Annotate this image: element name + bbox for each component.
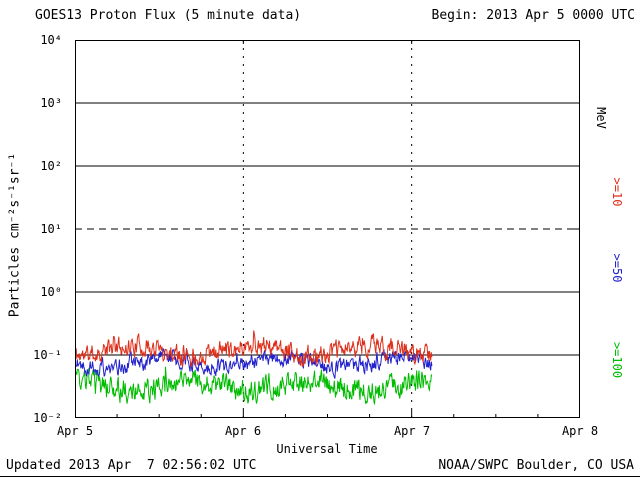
series-label-ge10: >=10 [610, 177, 624, 207]
y-tick-label: 10⁴ [40, 33, 62, 47]
proton-flux-chart [75, 40, 580, 418]
series-label-ge100: >=100 [610, 341, 624, 379]
chart-title: GOES13 Proton Flux (5 minute data) [35, 8, 302, 23]
x-axis-label: Universal Time [276, 442, 378, 456]
source-attribution: NOAA/SWPC Boulder, CO USA [438, 458, 634, 473]
x-tick-label: Apr 5 [56, 424, 94, 438]
y-tick-label: 10⁰ [40, 285, 62, 299]
y-tick-label: 10¹ [40, 222, 62, 236]
bottom-border-line [0, 476, 640, 477]
x-tick-label: Apr 6 [224, 424, 262, 438]
y-tick-label: 10⁻² [33, 411, 62, 425]
right-axis-unit-label: MeV [594, 107, 608, 129]
x-tick-label: Apr 7 [393, 424, 431, 438]
y-tick-label: 10² [40, 159, 62, 173]
y-axis-label: Particles cm⁻²s⁻¹sr⁻¹ [7, 152, 23, 318]
updated-timestamp: Updated 2013 Apr 7 02:56:02 UTC [6, 458, 257, 473]
series-label-ge50: >=50 [610, 253, 624, 283]
begin-timestamp-label: Begin: 2013 Apr 5 0000 UTC [431, 8, 636, 23]
y-tick-label: 10³ [40, 96, 62, 110]
x-tick-label: Apr 8 [561, 424, 599, 438]
y-tick-label: 10⁻¹ [33, 348, 62, 362]
